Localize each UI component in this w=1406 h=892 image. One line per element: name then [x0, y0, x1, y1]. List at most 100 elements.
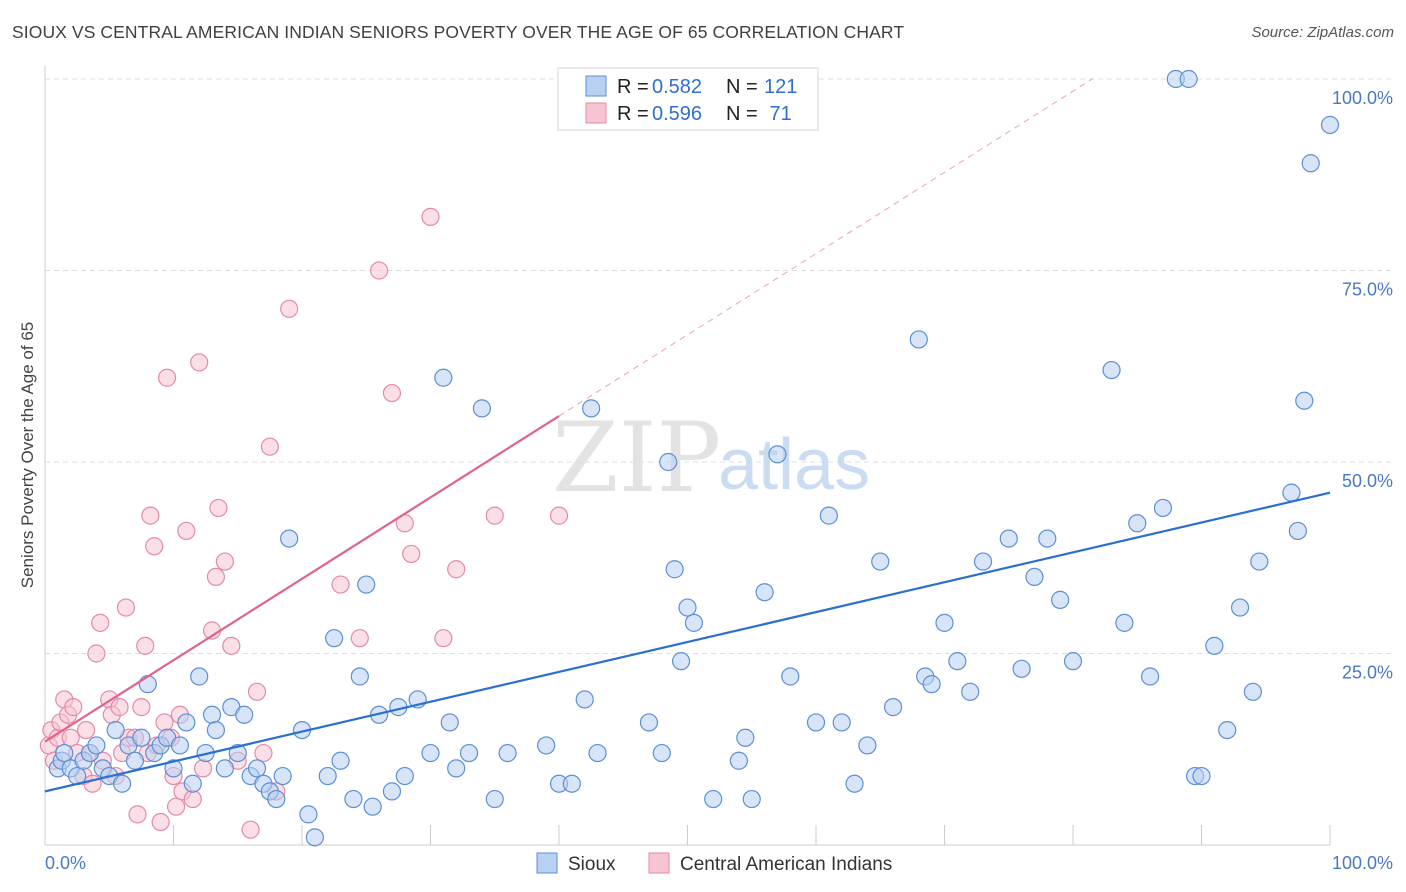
sioux-point [325, 629, 344, 648]
cai-point [177, 521, 196, 541]
sioux-point [299, 805, 318, 824]
sioux-point [1301, 154, 1320, 173]
cai-point [331, 575, 350, 594]
sioux-point [434, 368, 453, 387]
cai-point [241, 820, 260, 839]
cai-point [370, 261, 389, 280]
sioux-point [1282, 483, 1301, 502]
cai-point [91, 613, 110, 632]
sioux-point [55, 743, 74, 763]
sioux-point [671, 652, 691, 671]
sioux-point [1140, 667, 1160, 686]
sioux-point [1192, 766, 1211, 786]
sioux-point [382, 782, 402, 801]
axes [44, 66, 1331, 846]
cai-point [549, 506, 569, 525]
sioux-point [164, 759, 183, 778]
sioux-point [562, 774, 581, 793]
cai-point [141, 506, 160, 525]
cai-point [280, 299, 299, 318]
sioux-point [440, 713, 459, 732]
sioux-point [344, 789, 363, 809]
chart-title: SIOUX VS CENTRAL AMERICAN INDIAN SENIORS… [12, 22, 905, 42]
sioux-point [1288, 521, 1307, 541]
sioux-point [235, 705, 254, 724]
cai-point [64, 698, 83, 717]
sioux-point [1230, 598, 1250, 617]
legend-swatch-cai [585, 102, 607, 124]
sioux-point [1250, 552, 1269, 571]
sioux-point [447, 759, 466, 778]
cai-point [61, 728, 80, 747]
x-tick-label: 0.0% [45, 853, 86, 873]
sioux-point [781, 667, 800, 686]
sioux-point [485, 789, 504, 809]
sioux-point [1102, 360, 1121, 380]
cai-point [247, 682, 267, 701]
cai-points [39, 207, 569, 839]
sioux-point [948, 652, 967, 671]
sioux-point [806, 713, 826, 732]
sioux-point [755, 583, 774, 602]
source-label: Source: ZipAtlas.com [1251, 24, 1394, 41]
tick-labels: 25.0% 50.0% 75.0% 100.0% 0.0% 100.0% [45, 88, 1393, 873]
sioux-point [883, 698, 903, 717]
sioux-point [305, 828, 324, 847]
sioux-point [935, 613, 954, 632]
sioux-point [132, 728, 151, 747]
sioux-point [1205, 636, 1224, 655]
sioux-point [588, 743, 607, 763]
cai-point [485, 506, 504, 525]
cai-point [116, 598, 136, 617]
sioux-point [215, 759, 234, 778]
watermark-atlas: atlas [718, 425, 870, 505]
watermark-zip: ZIP [552, 402, 721, 514]
y-tick-label: 50.0% [1342, 471, 1393, 491]
cai-point [254, 743, 273, 763]
sioux-point [684, 613, 704, 632]
sioux-point [652, 743, 671, 763]
legend-swatch-sioux [585, 75, 607, 97]
sioux-point [267, 789, 286, 809]
sioux-point [768, 445, 787, 464]
bottom-legend-label-cai: Central American Indians [680, 854, 892, 875]
sioux-point [273, 766, 292, 786]
sioux-point [871, 552, 890, 571]
sioux-point [206, 720, 226, 740]
cai-point [166, 797, 186, 816]
sioux-point [922, 675, 941, 694]
legend-r-label-sioux: R = [617, 76, 649, 98]
bottom-legend-label-sioux: Sioux [568, 854, 616, 875]
cai-point [402, 544, 421, 564]
cai-point [193, 759, 213, 778]
sioux-point [106, 720, 125, 740]
sioux-point [665, 560, 684, 579]
cai-point [155, 713, 174, 732]
bottom-legend-swatch-sioux [536, 852, 558, 874]
cai-point [83, 774, 102, 793]
sioux-point [318, 766, 337, 786]
sioux-point [845, 774, 864, 793]
sioux-point [472, 399, 491, 418]
cai-point [77, 720, 96, 740]
cai-point [136, 636, 155, 655]
sioux-point [247, 759, 267, 778]
sioux-point [909, 330, 928, 349]
cai-point [222, 636, 241, 655]
sioux-point [459, 743, 479, 763]
cai-point [151, 812, 170, 832]
sioux-point [125, 751, 145, 770]
sioux-point [582, 399, 601, 418]
sioux-point [177, 713, 196, 732]
sioux-point [1295, 391, 1314, 410]
sioux-point [395, 766, 414, 786]
sioux-point [1128, 514, 1147, 533]
cai-point [350, 629, 369, 648]
legend-r-value-sioux: 0.582 [652, 76, 702, 98]
watermark: ZIP atlas [552, 402, 870, 514]
sioux-points [44, 69, 1340, 847]
sioux-point [1320, 115, 1340, 135]
legend-r-value-cai: 0.596 [652, 103, 702, 125]
sioux-point [832, 713, 851, 732]
